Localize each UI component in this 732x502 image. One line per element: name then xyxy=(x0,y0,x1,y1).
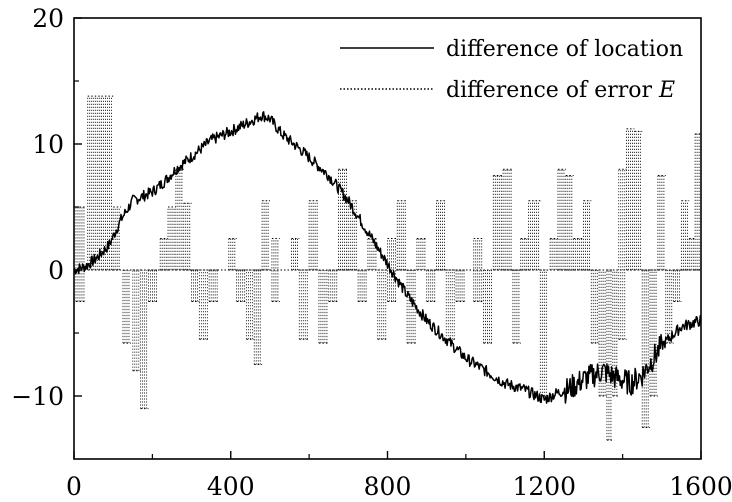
error-e-burst xyxy=(112,206,122,271)
error-e-burst xyxy=(357,269,368,302)
location-line xyxy=(73,111,702,404)
error-e-burst xyxy=(680,200,690,271)
error-e-burst xyxy=(565,175,574,271)
series-location xyxy=(73,111,702,404)
error-e-burst xyxy=(416,238,427,271)
error-e-burst xyxy=(191,269,200,302)
error-e-burst xyxy=(318,269,329,344)
error-e-burst xyxy=(298,269,310,340)
x-tick-label: 1200 xyxy=(512,472,576,501)
error-e-burst xyxy=(167,206,176,271)
error-e-burst xyxy=(148,269,159,302)
y-tick-label: 0 xyxy=(48,256,64,285)
error-e-burst xyxy=(512,269,521,344)
error-e-burst xyxy=(436,200,447,271)
error-e-burst xyxy=(208,269,219,302)
error-e-burst xyxy=(528,200,541,271)
error-e-burst xyxy=(291,238,300,271)
error-e-burst xyxy=(122,269,131,344)
error-e-burst xyxy=(473,238,484,302)
error-e-burst xyxy=(657,175,666,271)
x-tick-label: 0 xyxy=(66,472,82,501)
axis-ticks xyxy=(73,17,702,459)
error-e-burst xyxy=(75,206,86,302)
error-e-burst xyxy=(100,95,114,271)
error-e-burst xyxy=(328,269,339,302)
error-e-burst xyxy=(198,269,210,340)
error-e-burst xyxy=(455,269,466,302)
error-e-burst xyxy=(175,168,184,271)
error-e-burst xyxy=(271,238,280,302)
error-e-burst xyxy=(426,269,437,302)
error-e-burst xyxy=(377,269,388,340)
error-e-burst xyxy=(573,238,584,271)
error-e-burst xyxy=(539,269,549,397)
error-e-burst xyxy=(140,269,149,410)
error-e-burst xyxy=(626,128,635,271)
x-tick-label: 400 xyxy=(207,472,255,501)
error-e-burst xyxy=(483,269,494,344)
legend-label-error-e: difference of error E xyxy=(446,78,675,103)
error-e-burst xyxy=(502,168,513,271)
error-e-burst xyxy=(261,200,270,271)
error-e-burst xyxy=(253,269,263,365)
error-e-burst xyxy=(445,269,457,340)
error-e-burst xyxy=(308,200,319,271)
x-tick-label: 1600 xyxy=(669,472,732,501)
error-e-burst xyxy=(228,238,237,271)
error-e-burst xyxy=(492,175,504,271)
error-e-burst xyxy=(87,95,102,271)
error-e-burst xyxy=(582,200,592,271)
error-e-burst xyxy=(590,269,600,344)
error-e-burst xyxy=(245,269,255,340)
error-e-burst xyxy=(694,133,701,271)
error-e-burst xyxy=(396,200,408,271)
error-e-burst xyxy=(606,269,613,441)
error-e-burst xyxy=(549,238,558,271)
y-tick-label: 20 xyxy=(32,4,64,33)
error-e-burst xyxy=(673,269,682,302)
legend: difference of location difference of err… xyxy=(340,37,683,103)
y-tick-label: 10 xyxy=(32,130,64,159)
y-tick-label: −10 xyxy=(11,382,64,411)
error-e-burst xyxy=(633,130,643,271)
axis-tick-labels: 0 400 800 1200 1600 20 10 0 −10 xyxy=(11,4,732,501)
error-e-burst xyxy=(557,168,566,271)
error-e-burst xyxy=(387,238,398,302)
error-e-burst xyxy=(641,269,651,428)
error-e-burst xyxy=(520,238,529,271)
error-e-burst xyxy=(618,168,627,340)
error-e-burst xyxy=(649,269,658,397)
legend-label-location: difference of location xyxy=(446,37,683,62)
x-tick-label: 800 xyxy=(364,472,412,501)
error-e-burst xyxy=(159,238,169,271)
error-e-burst xyxy=(688,238,696,271)
error-e-burst xyxy=(236,269,247,302)
error-e-burst xyxy=(132,269,141,372)
error-e-burst xyxy=(183,202,192,271)
